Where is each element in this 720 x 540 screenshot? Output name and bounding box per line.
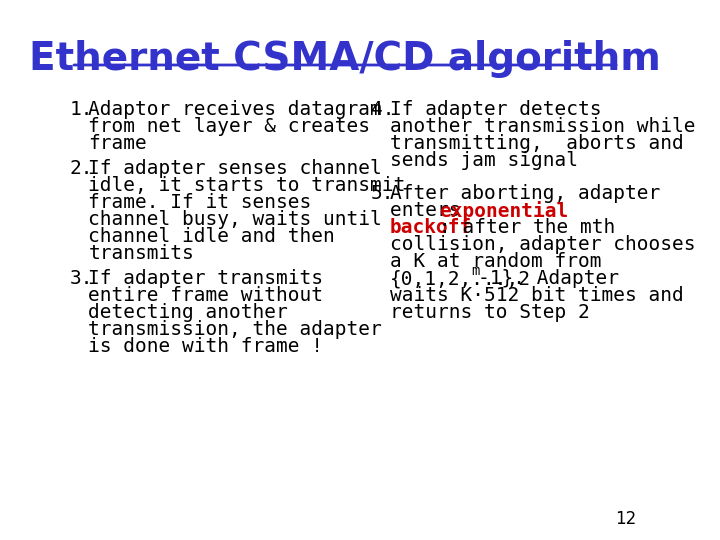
Text: frame. If it senses: frame. If it senses — [89, 193, 312, 212]
Text: a K at random from: a K at random from — [390, 252, 601, 271]
Text: idle, it starts to transmit: idle, it starts to transmit — [89, 176, 405, 195]
Text: 1.: 1. — [69, 100, 93, 119]
Text: transmits: transmits — [89, 244, 194, 263]
Text: If adapter senses channel: If adapter senses channel — [89, 159, 382, 178]
Text: frame: frame — [89, 134, 147, 153]
Text: 12: 12 — [615, 510, 636, 528]
Text: collision, adapter chooses: collision, adapter chooses — [390, 235, 695, 254]
Text: exponential: exponential — [439, 201, 569, 221]
Text: 3.: 3. — [69, 269, 93, 288]
Text: is done with frame !: is done with frame ! — [89, 337, 323, 356]
Text: : after the mth: : after the mth — [439, 218, 616, 237]
Text: After aborting, adapter: After aborting, adapter — [390, 184, 660, 203]
Text: Ethernet CSMA/CD algorithm: Ethernet CSMA/CD algorithm — [29, 40, 661, 78]
Text: another transmission while: another transmission while — [390, 117, 695, 136]
Text: channel busy, waits until: channel busy, waits until — [89, 210, 382, 229]
Text: If adapter detects: If adapter detects — [390, 100, 601, 119]
Text: enters: enters — [390, 201, 472, 220]
Text: from net layer & creates: from net layer & creates — [89, 117, 370, 136]
Text: 4.: 4. — [371, 100, 395, 119]
Text: 5.: 5. — [371, 184, 395, 203]
Text: m: m — [471, 264, 480, 278]
Text: transmission, the adapter: transmission, the adapter — [89, 320, 382, 339]
Text: backoff: backoff — [390, 218, 472, 237]
Text: detecting another: detecting another — [89, 303, 288, 322]
Text: waits K·512 bit times and: waits K·512 bit times and — [390, 286, 683, 305]
Text: entire frame without: entire frame without — [89, 286, 323, 305]
Text: Adaptor receives datagram: Adaptor receives datagram — [89, 100, 382, 119]
Text: returns to Step 2: returns to Step 2 — [390, 303, 590, 322]
Text: 2.: 2. — [69, 159, 93, 178]
Text: channel idle and then: channel idle and then — [89, 227, 335, 246]
Text: transmitting,  aborts and: transmitting, aborts and — [390, 134, 683, 153]
Text: If adapter transmits: If adapter transmits — [89, 269, 323, 288]
Text: sends jam signal: sends jam signal — [390, 151, 577, 170]
Text: -1}. Adapter: -1}. Adapter — [478, 269, 618, 288]
Text: {0,1,2,...,2: {0,1,2,...,2 — [390, 269, 531, 288]
